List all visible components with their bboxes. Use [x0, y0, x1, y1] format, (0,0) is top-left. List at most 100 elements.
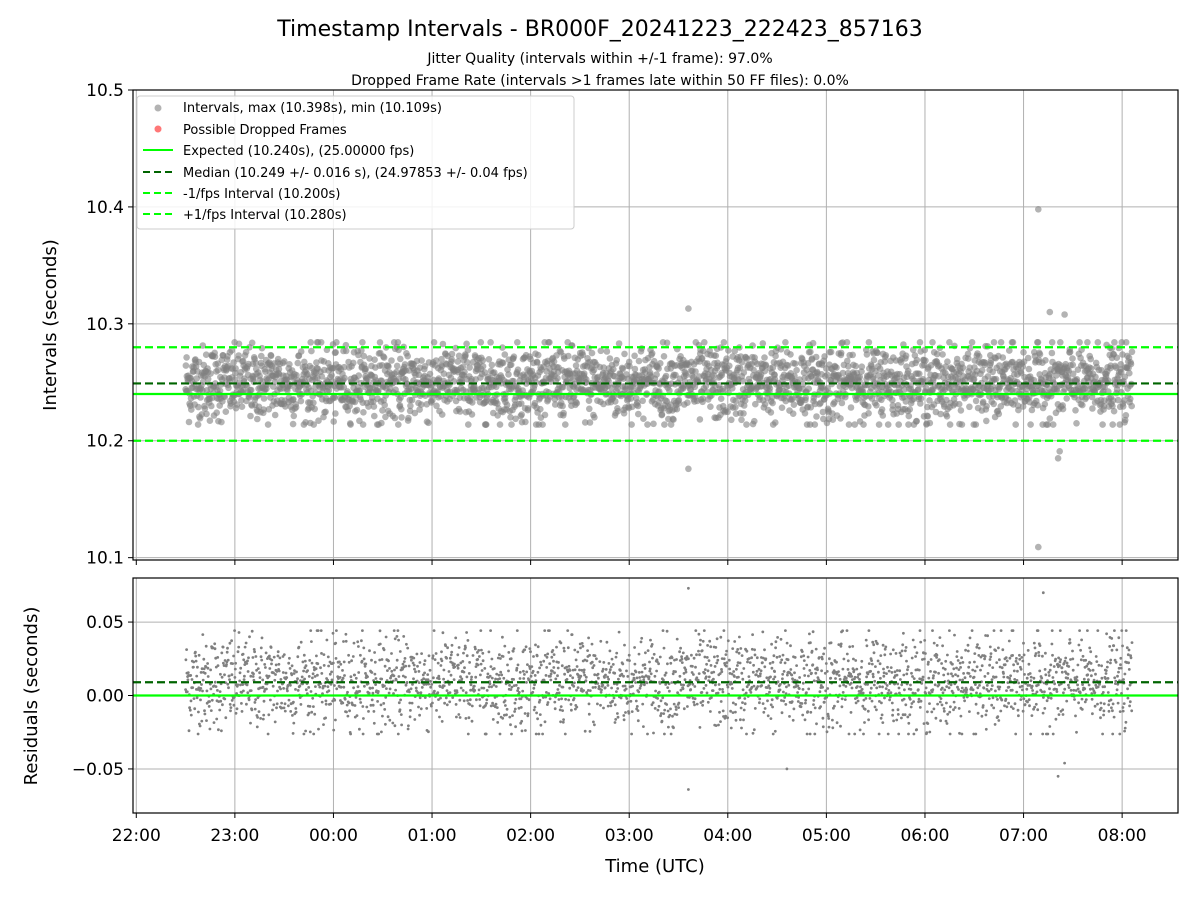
residuals-point	[887, 669, 891, 673]
residuals-point	[359, 653, 362, 657]
intervals-point	[322, 408, 329, 416]
residuals-point	[772, 654, 776, 658]
residuals-point	[314, 685, 317, 688]
intervals-point	[845, 363, 852, 370]
intervals-point	[743, 355, 751, 363]
residuals-point	[296, 655, 300, 659]
residuals-point	[545, 666, 549, 669]
intervals-point	[359, 421, 367, 428]
intervals-point	[340, 363, 348, 371]
residuals-point	[449, 673, 453, 677]
residuals-point	[248, 635, 251, 639]
residuals-point	[334, 641, 338, 645]
residuals-point	[842, 657, 846, 661]
intervals-point	[921, 346, 928, 354]
residuals-point	[192, 665, 195, 669]
intervals-point	[707, 403, 714, 411]
residuals-point	[610, 657, 614, 661]
residuals-point	[501, 655, 505, 658]
residuals-point	[610, 686, 613, 690]
residuals-point	[510, 685, 514, 689]
intervals-point	[514, 366, 522, 374]
residuals-point	[606, 704, 610, 708]
residuals-point	[677, 706, 680, 709]
intervals-point	[371, 412, 378, 420]
residuals-point	[237, 645, 241, 649]
intervals-point	[995, 410, 1003, 418]
residuals-point	[805, 732, 809, 736]
residuals-point	[776, 680, 780, 684]
residuals-point	[379, 703, 383, 707]
intervals-point	[222, 408, 230, 416]
residuals-point	[414, 670, 417, 674]
residuals-point	[495, 706, 499, 709]
residuals-point	[615, 651, 619, 655]
residuals-point	[397, 701, 401, 705]
intervals-point	[807, 348, 814, 356]
intervals-point	[313, 359, 320, 366]
residuals-point	[710, 696, 713, 699]
intervals-point	[247, 412, 254, 420]
residuals-point	[468, 698, 472, 702]
residuals-point	[562, 646, 566, 650]
residuals-point	[297, 645, 301, 649]
residuals-point	[245, 683, 249, 687]
residuals-point	[492, 667, 496, 670]
intervals-point	[425, 419, 432, 427]
residuals-point	[635, 705, 639, 708]
residuals-point	[867, 662, 871, 665]
residuals-point	[307, 675, 311, 678]
residuals-point	[232, 703, 236, 707]
residuals-point	[227, 686, 230, 690]
intervals-point	[206, 417, 214, 425]
intervals-point	[837, 349, 845, 357]
intervals-point	[501, 351, 509, 358]
intervals-y-tick-label-3: 10.4	[86, 198, 124, 218]
residuals-point	[722, 629, 726, 632]
residuals-point	[527, 698, 531, 702]
intervals-point	[242, 348, 250, 356]
residuals-point	[308, 705, 312, 708]
residuals-point	[377, 732, 380, 736]
residuals-point	[262, 699, 266, 703]
residuals-point	[266, 732, 270, 736]
residuals-point	[287, 661, 291, 665]
residuals-point	[819, 705, 822, 708]
residuals-point	[258, 676, 262, 679]
residuals-point	[498, 677, 502, 680]
legend-label-expected: Expected (10.240s), (25.00000 fps)	[183, 144, 414, 159]
residuals-point	[426, 678, 430, 682]
intervals-point	[1109, 421, 1116, 428]
residuals-point	[596, 672, 600, 676]
residuals-point	[304, 688, 308, 692]
residuals-point	[670, 656, 674, 660]
residuals-point	[604, 668, 608, 671]
residuals-point	[398, 650, 402, 653]
residuals-point	[724, 653, 728, 656]
residuals-point	[616, 687, 620, 690]
residuals-point	[264, 666, 267, 669]
residuals-point	[404, 664, 408, 668]
residuals-point	[894, 652, 898, 655]
intervals-point	[738, 416, 745, 424]
intervals-outlier-point	[1035, 543, 1042, 551]
intervals-point	[362, 365, 370, 373]
residuals-point	[536, 645, 540, 649]
residuals-point	[528, 647, 532, 650]
intervals-y-tick-label-4: 10.5	[86, 81, 124, 101]
residuals-point	[200, 719, 204, 723]
legend: Intervals, max (10.398s), min (10.109s) …	[136, 95, 575, 230]
intervals-point	[505, 371, 512, 378]
residuals-point	[560, 697, 563, 701]
residuals-point	[719, 700, 723, 703]
residuals-point	[365, 705, 369, 709]
residuals-point	[556, 666, 560, 670]
intervals-point	[448, 350, 456, 358]
residuals-point	[199, 671, 203, 674]
intervals-point	[1048, 349, 1056, 357]
residuals-point	[813, 706, 817, 710]
residuals-point	[613, 703, 617, 707]
residuals-point	[852, 657, 855, 661]
residuals-point	[635, 676, 639, 680]
residuals-point	[785, 685, 788, 689]
